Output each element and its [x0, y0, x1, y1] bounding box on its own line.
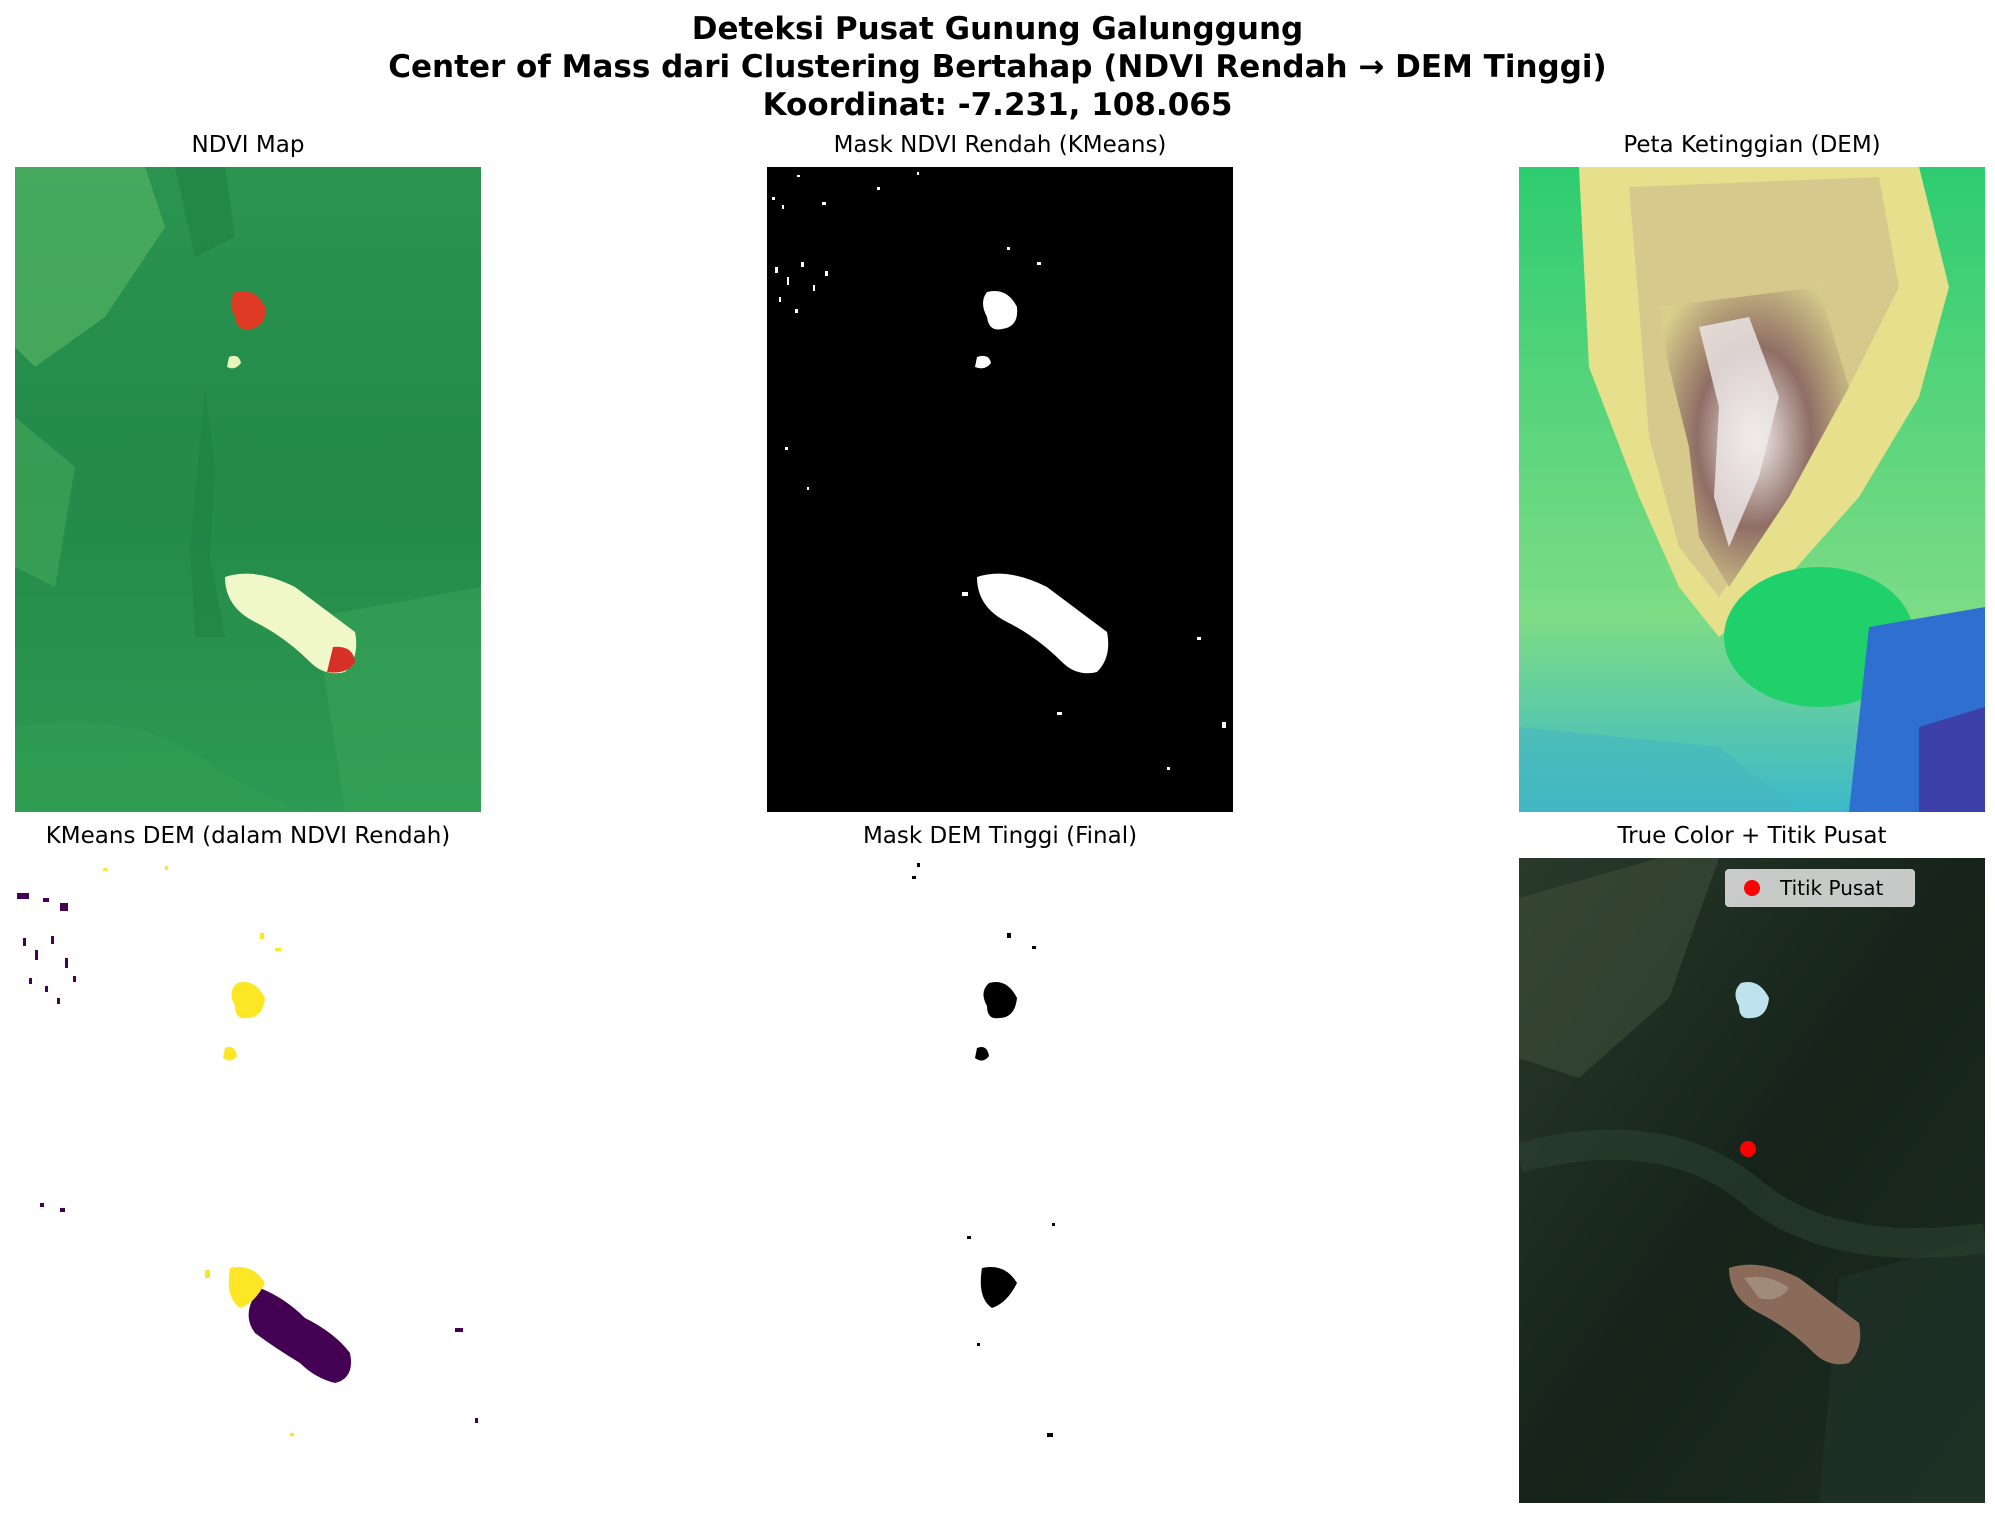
panel-title-dem: Peta Ketinggian (DEM): [1623, 132, 1881, 158]
legend-label: Titik Pusat: [1780, 876, 1884, 900]
panel-title-mask-ndvi: Mask NDVI Rendah (KMeans): [833, 132, 1167, 158]
figure-title-line3: Koordinat: -7.231, 108.065: [762, 87, 1233, 123]
legend-marker-icon: [1744, 880, 1760, 896]
mask-dem-image: [767, 858, 1233, 1503]
kmeans-dem-image: [15, 858, 481, 1503]
panel-title-ndvi: NDVI Map: [191, 132, 305, 158]
dem-image: [1519, 167, 1985, 812]
panel-title-kmeans-dem: KMeans DEM (dalam NDVI Rendah): [45, 823, 451, 849]
figure-title: Deteksi Pusat Gunung Galunggung Center o…: [0, 10, 1995, 124]
figure-title-line1: Deteksi Pusat Gunung Galunggung: [691, 11, 1304, 47]
mask-ndvi-image: [767, 167, 1233, 812]
panel-title-truecolor: True Color + Titik Pusat: [1617, 823, 1887, 849]
figure-title-line2: Center of Mass dari Clustering Bertahap …: [388, 49, 1607, 85]
panel-title-mask-dem: Mask DEM Tinggi (Final): [862, 823, 1138, 849]
center-point-marker: [1740, 1141, 1756, 1157]
ndvi-map-image: [15, 167, 481, 812]
legend: Titik Pusat: [1725, 869, 1915, 907]
truecolor-image: [1519, 858, 1985, 1503]
